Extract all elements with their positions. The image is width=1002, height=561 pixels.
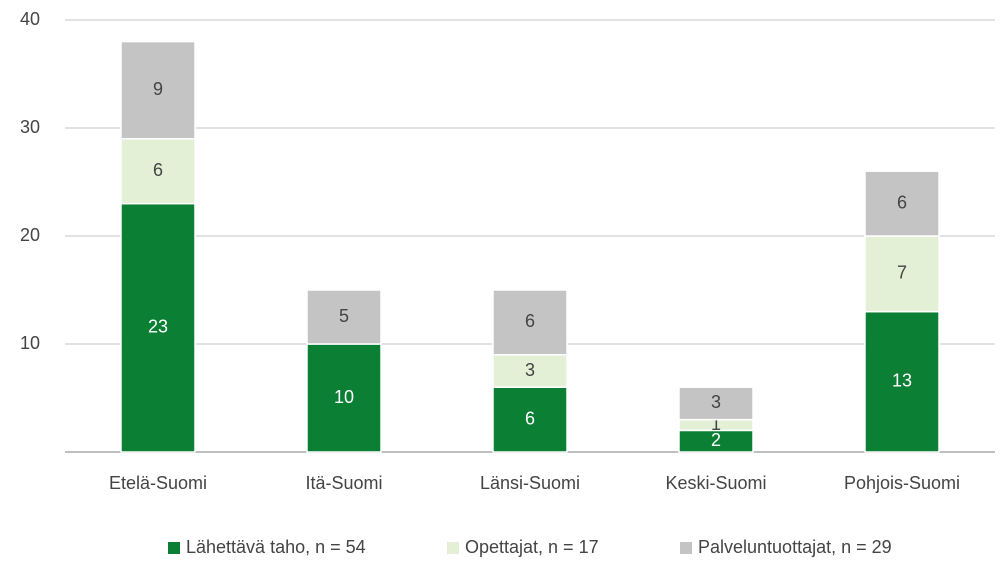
data-label: 7	[897, 263, 907, 283]
bar-segment	[678, 386, 754, 421]
data-label: 6	[897, 192, 907, 212]
x-tick-label: Etelä-Suomi	[109, 473, 207, 493]
data-label: 23	[148, 317, 168, 337]
bar-segment	[306, 289, 382, 345]
x-tick-label: Pohjois-Suomi	[844, 473, 960, 493]
data-label: 6	[525, 408, 535, 428]
legend-label: Lähettävä taho, n = 54	[186, 537, 366, 557]
data-label: 10	[334, 387, 354, 407]
legend-label: Palveluntuottajat, n = 29	[698, 537, 892, 557]
legend-swatch	[447, 542, 459, 554]
data-label: 1	[711, 414, 721, 434]
data-label: 6	[525, 311, 535, 331]
data-label: 5	[339, 306, 349, 326]
data-label: 2	[711, 430, 721, 450]
bar-segment	[120, 40, 196, 140]
data-label: 3	[525, 360, 535, 380]
legend-swatch	[168, 542, 180, 554]
legend-swatch	[680, 542, 692, 554]
bar-segment	[492, 289, 568, 356]
y-tick-label: 20	[20, 225, 40, 245]
data-label: 13	[892, 371, 912, 391]
y-tick-label: 30	[20, 117, 40, 137]
legend-label: Opettajat, n = 17	[465, 537, 599, 557]
y-tick-label: 10	[20, 333, 40, 353]
bar-segment	[120, 138, 196, 205]
x-tick-label: Itä-Suomi	[305, 473, 382, 493]
x-tick-label: Länsi-Suomi	[480, 473, 580, 493]
data-label: 3	[711, 392, 721, 412]
bar-segment	[864, 170, 940, 237]
bar-segment	[864, 310, 940, 453]
x-tick-label: Keski-Suomi	[665, 473, 766, 493]
bar-segment	[120, 202, 196, 453]
y-tick-label: 40	[20, 9, 40, 29]
data-label: 9	[153, 79, 163, 99]
data-label: 6	[153, 160, 163, 180]
